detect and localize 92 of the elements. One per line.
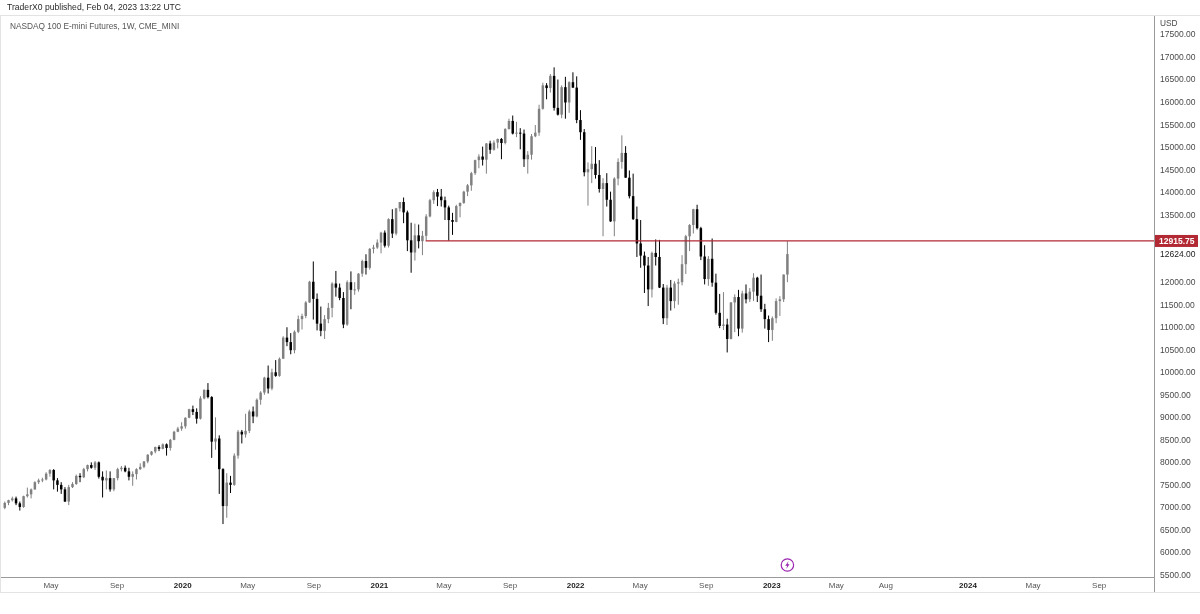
candlestick [733, 293, 736, 333]
y-tick-label: 9500.00 [1160, 389, 1191, 400]
y-tick-label: 5500.00 [1160, 569, 1191, 580]
y-tick-label: 17500.00 [1160, 29, 1196, 40]
candlestick [67, 484, 70, 506]
candlestick [500, 137, 503, 160]
candlestick [752, 272, 755, 302]
candlestick [515, 121, 518, 138]
candlestick [594, 146, 597, 180]
candlestick [530, 133, 533, 161]
candlestick [571, 71, 575, 89]
candlestick [481, 146, 484, 167]
candlestick [654, 238, 657, 267]
candlestick [470, 171, 473, 192]
candlestick [127, 467, 131, 481]
y-tick-label: 6500.00 [1160, 524, 1191, 535]
candlestick [402, 197, 405, 224]
candlestick [353, 281, 356, 296]
candlestick [485, 142, 488, 175]
candlestick [643, 251, 646, 294]
x-tick-label: May [1025, 581, 1041, 590]
candlestick [278, 356, 281, 378]
candlestick [199, 395, 202, 421]
candlestick [101, 470, 104, 498]
candlestick [323, 314, 326, 340]
y-tick-label: 9000.00 [1160, 412, 1191, 423]
y-tick-label: 7000.00 [1160, 502, 1191, 513]
candlestick [579, 109, 582, 141]
candlestick [564, 76, 567, 120]
x-tick-label: 2020 [173, 581, 193, 590]
y-tick-label: 15000.00 [1160, 142, 1196, 153]
candlestick [357, 272, 360, 293]
x-tick-label: Sep [306, 581, 322, 590]
candlestick [673, 280, 676, 309]
candlestick [598, 159, 601, 194]
y-tick-label: 11500.00 [1160, 299, 1196, 310]
x-tick-label: May [240, 581, 256, 590]
candlestick [214, 416, 217, 451]
x-tick-label: Sep [109, 581, 125, 590]
x-tick-label: 2022 [566, 581, 586, 590]
y-tick-label: 14500.00 [1160, 164, 1196, 175]
candlestick [722, 291, 725, 331]
y-tick-label: 16000.00 [1160, 97, 1196, 108]
candlestick [421, 230, 424, 256]
candlestick [308, 280, 311, 304]
y-axis-title: USD [1160, 18, 1178, 28]
y-tick-label: 14000.00 [1160, 187, 1196, 198]
candlestick [293, 329, 296, 354]
y-tick-label: 17000.00 [1160, 51, 1196, 62]
candlestick [692, 208, 695, 235]
x-tick-label: 2021 [370, 581, 389, 590]
candlestick [767, 315, 770, 343]
x-tick-label: Sep [502, 581, 518, 590]
x-tick-label: 2023 [762, 581, 782, 590]
data-label: 12915.75 [1159, 235, 1195, 246]
x-tick-label: May [43, 581, 59, 590]
candlestick [52, 468, 55, 490]
candlestick [688, 223, 691, 252]
y-tick-label: 7500.00 [1160, 479, 1191, 490]
x-tick-label: 2024 [959, 581, 978, 590]
x-tick-label: May [828, 581, 844, 590]
candlestick [786, 240, 789, 283]
y-tick-label: 16500.00 [1160, 74, 1196, 85]
candlestick [157, 444, 161, 452]
x-tick-label: May [632, 581, 648, 590]
y-tick-label: 12000.00 [1160, 277, 1196, 288]
candlestick [263, 376, 266, 396]
y-tick-label: 13500.00 [1160, 209, 1196, 220]
candlestick [609, 191, 612, 223]
candlestick [105, 469, 108, 490]
y-tick-label: 8500.00 [1160, 434, 1191, 445]
y-tick-label: 15500.00 [1160, 119, 1196, 130]
y-tick-label: 10500.00 [1160, 344, 1196, 355]
text: TraderX0 published, Feb 04, 2023 13:22 UTC [7, 2, 182, 12]
candlestick [248, 409, 251, 434]
candlestick [244, 413, 247, 439]
y-tick-label: 6000.00 [1160, 547, 1191, 558]
x-tick-label: Sep [1092, 581, 1107, 590]
y-tick-label: 11000.00 [1160, 322, 1196, 333]
candlestick [707, 255, 710, 287]
text: 12624.00 [1160, 249, 1196, 260]
candlestick [417, 224, 420, 249]
y-tick-label: 10000.00 [1160, 367, 1196, 378]
x-tick-label: May [436, 581, 452, 590]
candlestick [391, 208, 394, 239]
x-tick-label: Aug [878, 581, 893, 590]
x-tick-label: Sep [699, 581, 714, 590]
candlestick [519, 127, 522, 150]
y-tick-label: 8000.00 [1160, 457, 1191, 468]
candlestick [549, 73, 552, 94]
text: NASDAQ 100 E-mini Futures, 1W, CME_MINI [10, 21, 180, 31]
candlestick [451, 212, 454, 236]
